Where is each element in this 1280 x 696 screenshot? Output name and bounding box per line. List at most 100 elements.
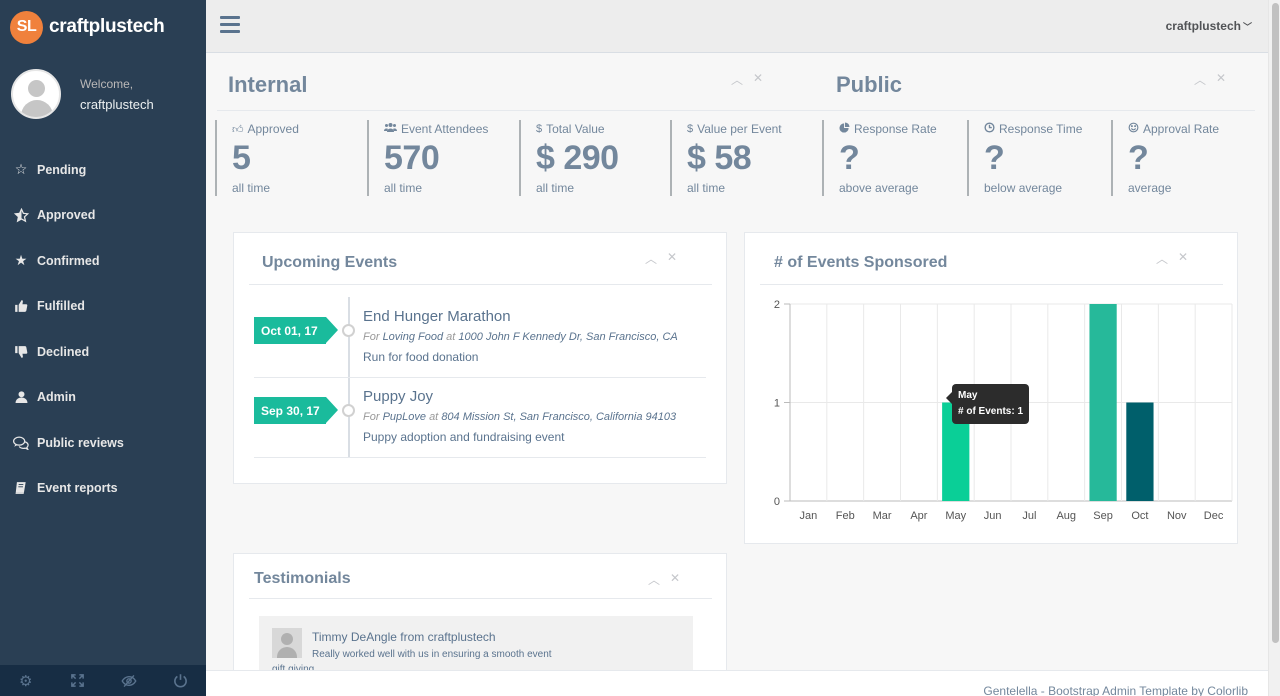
avatar [11,69,61,119]
tile-sub: all time [384,181,423,195]
tile-sub: below average [984,181,1063,195]
collapse-icon[interactable]: ︿ [1156,252,1169,266]
public-title: Public [836,72,903,97]
x-tick-label: Jan [800,510,818,522]
y-tick-label: 1 [774,398,780,410]
dollar-icon: $ [687,123,694,135]
thumbs-up-icon: 👍︎ [232,123,244,136]
sidebar-item-label: Declined [37,344,90,359]
lock-icon[interactable] [103,665,155,696]
sidebar-item-declined[interactable]: Declined [0,329,206,375]
event-title[interactable]: End Hunger Marathon [363,308,511,325]
page-scrollbar[interactable] [1268,0,1280,696]
list-item[interactable]: Sep 30, 17 Puppy Joy For PupLove at 804 … [254,378,706,458]
brand[interactable]: SL craftplustech [10,10,165,44]
scrollbar-thumb[interactable] [1272,3,1279,643]
sidebar-item-approved[interactable]: Approved [0,193,206,239]
event-address: 804 Mission St, San Francisco, Californi… [441,411,677,423]
top-nav: craftplustech ﹀ [206,0,1268,53]
comments-icon [13,435,29,451]
x-tick-label: May [945,510,966,522]
star-half-icon [13,207,29,223]
x-tick-label: Dec [1204,510,1224,522]
tile-value: ? [984,139,1005,177]
star-outline-icon: ☆ [14,161,28,178]
power-icon[interactable] [155,665,207,696]
sidebar-item-event-reports[interactable]: Event reports [0,466,206,512]
collapse-icon[interactable]: ︿ [648,573,661,587]
footer-text: Gentelella - Bootstrap Admin Template by… [983,684,1248,696]
sidebar-item-pending[interactable]: ☆ Pending [0,147,206,193]
sidebar-item-label: Event reports [37,481,118,496]
smile-icon [1128,122,1139,136]
tile-label: Response Time [999,122,1083,136]
tile-value: $ 58 [687,139,752,177]
tile-sub: average [1128,181,1172,195]
tile-label: Event Attendees [401,122,489,136]
profile: Welcome, craftplustech [11,69,154,119]
panel-title: Upcoming Events [262,254,398,271]
sidebar-nav: ☆ Pending Approved ★ Confirmed Fulfilled… [0,147,206,511]
panel-tools: ︿ ✕ [648,571,680,588]
testimonial-author: Timmy DeAngle from craftplustech [312,630,496,644]
tile-total-value: $ Total Value $ 290 all time [519,120,619,196]
event-title[interactable]: Puppy Joy [363,388,434,405]
sidebar-item-label: Admin [37,390,76,405]
tile-value: ? [839,139,860,177]
sidebar-item-label: Approved [37,208,96,223]
list-item[interactable]: Oct 01, 17 End Hunger Marathon For Lovin… [254,298,706,378]
tile-sub: all time [232,181,271,195]
event-desc: Run for food donation [363,350,479,364]
collapse-icon[interactable]: ︿ [645,252,658,266]
close-icon[interactable]: ✕ [753,71,764,85]
brand-name: craftplustech [49,16,165,37]
panel-divider [760,284,1223,285]
collapse-icon[interactable]: ︿ [731,73,744,87]
bar-sep[interactable] [1089,304,1117,501]
event-byline: For PupLove at 804 Mission St, San Franc… [363,411,677,423]
user-menu-label: craftplustech [1165,19,1241,33]
event-org[interactable]: Loving Food [382,331,444,343]
menu-toggle-icon[interactable] [220,16,240,34]
x-tick-label: Jul [1022,510,1036,522]
sidebar-item-admin[interactable]: Admin [0,375,206,421]
user-menu[interactable]: craftplustech ﹀ [1166,19,1252,33]
timeline-dot [342,404,355,417]
tile-response-rate: Response Rate ? above average [822,120,937,196]
event-address: 1000 John F Kennedy Dr, San Francisco, C… [458,331,678,343]
event-desc: Puppy adoption and fundraising event [363,430,565,444]
tile-approval-rate: Approval Rate ? average [1111,120,1219,196]
close-icon[interactable]: ✕ [1216,71,1227,85]
settings-icon[interactable]: ⚙ [19,672,33,690]
close-icon[interactable]: ✕ [667,250,678,264]
tooltip-value: # of Events: 1 [958,406,1024,417]
sidebar-item-public-reviews[interactable]: Public reviews [0,420,206,466]
sidebar-item-label: Pending [37,162,87,177]
tile-label: Total Value [546,122,605,136]
sidebar-item-confirmed[interactable]: ★ Confirmed [0,238,206,284]
panel-title: # of Events Sponsored [774,254,948,271]
tile-event-attendees: Event Attendees 570 all time [367,120,488,196]
profile-username: craftplustech [80,97,154,112]
collapse-icon[interactable]: ︿ [1194,73,1207,87]
panel-divider [249,598,712,599]
testimonial-quote: Really worked well with us in ensuring a… [312,649,552,660]
event-org[interactable]: PupLove [382,411,426,423]
y-tick-label: 0 [774,496,780,508]
close-icon[interactable]: ✕ [1178,250,1189,264]
panel-tools: ︿ ✕ [1156,250,1188,267]
event-byline: For Loving Food at 1000 John F Kennedy D… [363,331,678,343]
tile-value: 5 [232,139,251,177]
sidebar-item-fulfilled[interactable]: Fulfilled [0,284,206,330]
bar-oct[interactable] [1126,402,1154,502]
tile-label: Value per Event [697,122,782,136]
brand-logo: SL [10,10,43,44]
fullscreen-icon[interactable] [52,665,104,696]
chart-tooltip: May # of Events: 1 [945,384,1030,424]
welcome-text: Welcome, [80,77,134,91]
sidebar: SL craftplustech Welcome, craftplustech … [0,0,206,696]
tile-value-per-event: $ Value per Event $ 58 all time [670,120,782,196]
close-icon[interactable]: ✕ [670,571,681,585]
user-icon [13,389,29,405]
x-tick-label: Mar [873,510,892,522]
